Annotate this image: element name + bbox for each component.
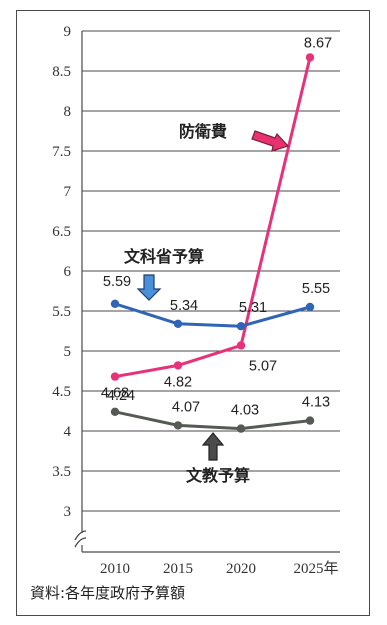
- y-tick-label: 7.5: [52, 144, 71, 160]
- data-point-education: [236, 424, 246, 433]
- x-tick-label: 2025年: [293, 560, 338, 577]
- data-point-education: [110, 407, 120, 416]
- y-tick-label: 8: [64, 104, 72, 120]
- axis-break-mark: [74, 530, 87, 548]
- series-lines: [114, 57, 312, 431]
- data-label-education: 4.07: [172, 399, 200, 415]
- series-line-education: [114, 410, 311, 431]
- data-point-mext: [110, 299, 120, 308]
- data-label-education: 4.24: [107, 388, 135, 404]
- data-label-education: 4.13: [302, 395, 330, 411]
- series-line-defense: [114, 57, 312, 379]
- series-line-mext: [114, 302, 311, 328]
- y-tick-label: 4.5: [52, 384, 71, 400]
- data-point-defense: [110, 372, 120, 381]
- series-points: [110, 53, 315, 433]
- defense-arrow-icon: [251, 130, 290, 152]
- gridlines: [81, 30, 340, 553]
- y-axis-ticks: 3 3.5 4 4.5 5 5.5 6 6.5 7 7.5 8 8.5 9: [52, 24, 71, 520]
- education-arrow-icon: [201, 432, 225, 461]
- y-tick-label: 3: [64, 504, 72, 520]
- chart-frame: [16, 10, 370, 616]
- axis-break-stroke: [74, 537, 87, 548]
- y-tick-label: 8.5: [52, 64, 71, 80]
- data-label-mext: 5.34: [170, 298, 198, 314]
- data-point-defense: [236, 341, 246, 350]
- data-label-defense: 4.82: [164, 374, 192, 390]
- data-label-mext: 5.31: [239, 300, 267, 316]
- x-tick-label: 2015: [163, 561, 193, 577]
- data-label-education: 4.03: [231, 403, 259, 419]
- series-label-education: 文教予算: [186, 466, 250, 485]
- y-tick-label: 5: [64, 344, 72, 360]
- data-labels: 4.68 4.82 5.07 8.67 5.59 5.34 5.31 5.55 4.24 4.07…: [101, 35, 332, 418]
- data-point-education: [305, 416, 315, 425]
- x-tick-label: 2010: [100, 561, 130, 577]
- y-tick-label: 6: [64, 264, 72, 280]
- source-note: 資料:各年度政府予算額: [30, 584, 185, 602]
- data-label-mext: 5.59: [103, 274, 131, 290]
- data-point-mext: [305, 302, 315, 312]
- y-tick-label: 4: [64, 424, 72, 440]
- y-tick-label: 9: [64, 24, 72, 40]
- data-point-mext: [236, 322, 246, 331]
- data-point-defense: [173, 361, 183, 370]
- y-tick-label: 6.5: [52, 224, 71, 240]
- x-axis-ticks: 2010 2015 2020 2025年: [100, 560, 339, 577]
- mext-arrow-icon: [136, 274, 162, 301]
- y-tick-label: 7: [64, 184, 72, 200]
- y-tick-label: 5.5: [52, 304, 71, 320]
- data-label-defense: 5.07: [249, 358, 277, 374]
- x-tick-label: 2020: [226, 561, 256, 577]
- data-point-mext: [173, 319, 183, 328]
- axis-break-stroke: [74, 530, 87, 541]
- data-point-education: [173, 421, 183, 430]
- data-label-defense: 8.67: [304, 35, 332, 51]
- series-label-mext: 文科省予算: [124, 247, 204, 266]
- y-tick-label: 3.5: [52, 464, 71, 480]
- data-label-defense: 4.68: [101, 386, 129, 402]
- data-label-mext: 5.55: [302, 281, 330, 297]
- series-label-defense: 防衛費: [179, 122, 227, 141]
- data-point-defense: [305, 53, 315, 62]
